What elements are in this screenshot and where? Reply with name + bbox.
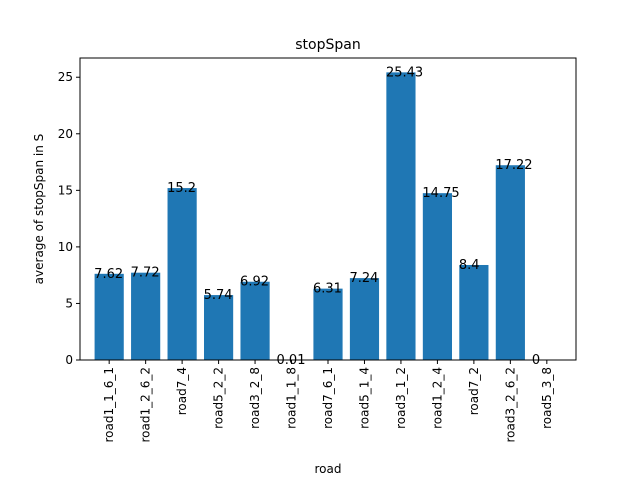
bar-road3_2_8 bbox=[240, 282, 269, 360]
x-tick-label-road3_2_8: road3_2_8 bbox=[248, 367, 262, 429]
y-tick-label: 20 bbox=[58, 127, 73, 141]
y-tick-label: 5 bbox=[65, 296, 73, 310]
bar-road7_4 bbox=[168, 188, 197, 360]
x-tick-label-road1_1_6_1: road1_1_6_1 bbox=[102, 367, 116, 443]
value-label-road3_1_2: 25.43 bbox=[386, 65, 423, 80]
bar-road7_2 bbox=[459, 265, 488, 360]
bar-road1_2_4 bbox=[423, 193, 452, 360]
value-label-road3_2_8: 6.92 bbox=[240, 275, 269, 290]
chart-title: stopSpan bbox=[295, 37, 360, 53]
y-tick-label: 0 bbox=[65, 353, 73, 367]
bars-layer bbox=[95, 72, 525, 360]
value-label-road5_1_4: 7.24 bbox=[349, 271, 378, 286]
bar-road5_2_2 bbox=[204, 295, 233, 360]
y-tick-label: 25 bbox=[58, 70, 73, 84]
x-tick-label-road5_3_8: road5_3_8 bbox=[540, 367, 554, 429]
x-axis-label: road bbox=[315, 462, 342, 476]
bar-road7_6_1 bbox=[313, 289, 342, 360]
value-label-road1_2_6_2: 7.72 bbox=[131, 266, 160, 281]
value-label-road1_2_4: 14.75 bbox=[422, 186, 459, 201]
x-tick-label-road1_2_4: road1_2_4 bbox=[430, 367, 444, 429]
bar-road3_2_6_2 bbox=[496, 165, 525, 360]
x-axis: road1_1_6_1 road1_2_6_2 road7_4 road5_2_2 ro… bbox=[102, 360, 554, 443]
value-label-road1_1_6_1: 7.62 bbox=[94, 267, 123, 282]
value-label-road7_6_1: 6.31 bbox=[313, 282, 342, 297]
value-label-road7_4: 15.2 bbox=[167, 181, 196, 196]
bar-road3_1_2 bbox=[386, 72, 415, 360]
value-label-road7_2: 8.4 bbox=[459, 258, 480, 273]
bar-road5_1_4 bbox=[350, 278, 379, 360]
x-tick-label-road1_2_6_2: road1_2_6_2 bbox=[139, 367, 153, 443]
x-tick-label-road5_1_4: road5_1_4 bbox=[357, 367, 371, 429]
y-tick-label: 15 bbox=[58, 183, 73, 197]
x-tick-label-road7_2: road7_2 bbox=[467, 367, 481, 415]
value-label-road5_2_2: 5.74 bbox=[204, 288, 233, 303]
value-label-road3_2_6_2: 17.22 bbox=[495, 158, 532, 173]
y-axis: 0 5 10 15 20 25 bbox=[58, 70, 80, 367]
bar-road1_2_6_2 bbox=[131, 273, 160, 360]
x-tick-label-road3_2_6_2: road3_2_6_2 bbox=[503, 367, 517, 443]
x-tick-label-road5_2_2: road5_2_2 bbox=[212, 367, 226, 429]
x-tick-label-road7_6_1: road7_6_1 bbox=[321, 367, 335, 429]
x-tick-label-road1_1_8: road1_1_8 bbox=[285, 367, 299, 429]
y-axis-label: average of stopSpan in S bbox=[32, 134, 46, 285]
x-tick-label-road3_1_2: road3_1_2 bbox=[394, 367, 408, 429]
bar-road1_1_6_1 bbox=[95, 274, 124, 360]
x-tick-label-road7_4: road7_4 bbox=[175, 367, 189, 415]
y-tick-label: 10 bbox=[58, 240, 73, 254]
